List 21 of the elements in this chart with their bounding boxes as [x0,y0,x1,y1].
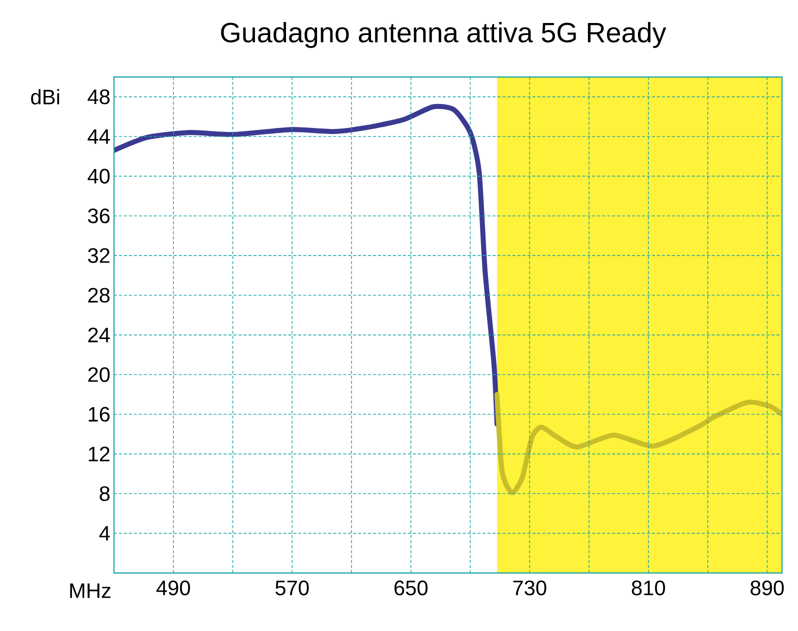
y-tick-label: 16 [88,406,110,422]
x-tick-label: 730 [513,580,546,596]
x-axis-title: MHz [70,584,110,598]
x-tick-label: 490 [156,580,190,596]
y-tick-label: 32 [88,248,110,263]
y-tick-label: 20 [88,367,110,382]
y-tick-label: 40 [88,168,110,184]
y-tick-label: 24 [88,328,110,342]
y-tick-label: 36 [88,208,110,224]
y-tick-label: 12 [88,446,110,462]
x-tick-label: 810 [632,580,666,596]
x-tick-label: 890 [750,580,784,596]
y-axis-title: dBi [31,89,60,105]
y-tick-label: 48 [88,89,110,104]
y-tick-label: 28 [88,288,110,303]
x-tick-label: 570 [276,580,309,596]
y-tick-label: 4 [99,526,110,541]
y-tick-label: 8 [100,486,110,502]
y-tick-label: 44 [88,129,110,144]
chart-title: Guadagno antenna attiva 5G Ready [221,22,666,48]
x-tick-label: 650 [394,580,428,596]
